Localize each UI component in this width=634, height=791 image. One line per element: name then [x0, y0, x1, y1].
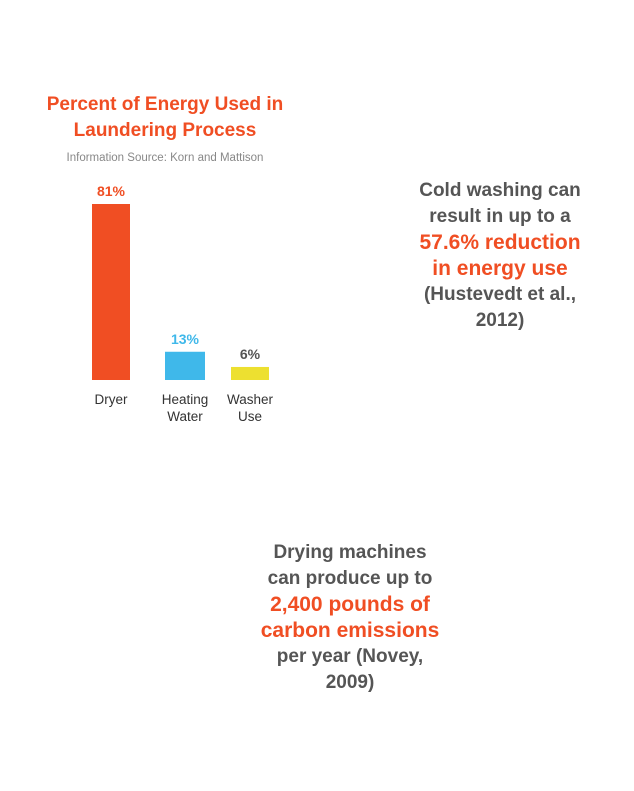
fact-highlight: 2,400 pounds of: [270, 593, 430, 616]
fact-line: can produce up to: [267, 568, 433, 589]
fact-line: result in up to a: [429, 206, 571, 227]
fact-line: Drying machines: [273, 542, 427, 563]
category-label: Water: [167, 409, 203, 424]
category-label: Washer: [227, 392, 274, 407]
fact-citation: (Hustevedt et al.,: [423, 284, 577, 305]
category-label: Dryer: [95, 392, 129, 407]
chart-subtitle: Information Source: Korn and Mattison: [66, 152, 264, 164]
bar-1: [165, 351, 205, 380]
category-label: Heating: [162, 392, 209, 407]
category-label: Use: [238, 409, 262, 424]
fact-line: Cold washing can: [419, 180, 581, 201]
chart-title: Percent of Energy Used in Laundering Pro…: [20, 92, 310, 144]
bar-2: [231, 366, 269, 380]
fact-highlight: carbon emissions: [260, 619, 440, 642]
bar-value-label: 6%: [240, 346, 261, 362]
fact-citation: per year (Novey,: [276, 646, 424, 667]
bar-value-label: 13%: [171, 331, 200, 347]
chart-title-line: Laundering Process: [73, 120, 257, 141]
bar-0: [92, 204, 130, 380]
fact-citation: 2009): [325, 672, 375, 693]
bar-value-label: 81%: [97, 183, 126, 199]
chart-title-line: Percent of Energy Used in: [46, 94, 284, 115]
fact-highlight: in energy use: [432, 257, 568, 280]
fact-highlight: 57.6% reduction: [419, 231, 581, 254]
fact-citation: 2012): [475, 310, 525, 331]
fact-cold-washing: Cold washing can result in up to a 57.6%…: [390, 178, 610, 334]
fact-drying-machines: Drying machines can produce up to 2,400 …: [250, 540, 450, 696]
